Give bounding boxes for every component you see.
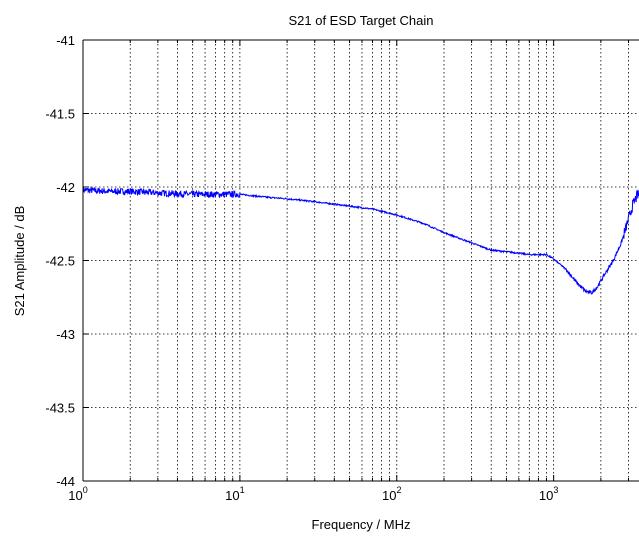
x-axis-title: Frequency / MHz <box>312 517 411 532</box>
y-axis-title: S21 Amplitude / dB <box>12 206 27 317</box>
y-tick-label: -43.5 <box>45 401 75 416</box>
x-tick-label: 100 <box>68 485 87 503</box>
ticks <box>82 39 629 482</box>
y-tick-label: -42.5 <box>45 254 75 269</box>
y-tick-label: -44 <box>56 474 75 489</box>
y-tick-label: -41.5 <box>45 107 75 122</box>
grid <box>83 40 639 481</box>
chart-title: S21 of ESD Target Chain <box>288 13 433 28</box>
series-layer <box>83 185 639 295</box>
y-tick-label: -43 <box>56 327 75 342</box>
y-tick-label: -42 <box>56 180 75 195</box>
x-tick-label: 102 <box>382 485 401 503</box>
x-tick-label: 101 <box>225 485 244 503</box>
x-tick-label: 103 <box>539 485 558 503</box>
y-tick-label: -41 <box>56 33 75 48</box>
series-line <box>83 185 639 295</box>
